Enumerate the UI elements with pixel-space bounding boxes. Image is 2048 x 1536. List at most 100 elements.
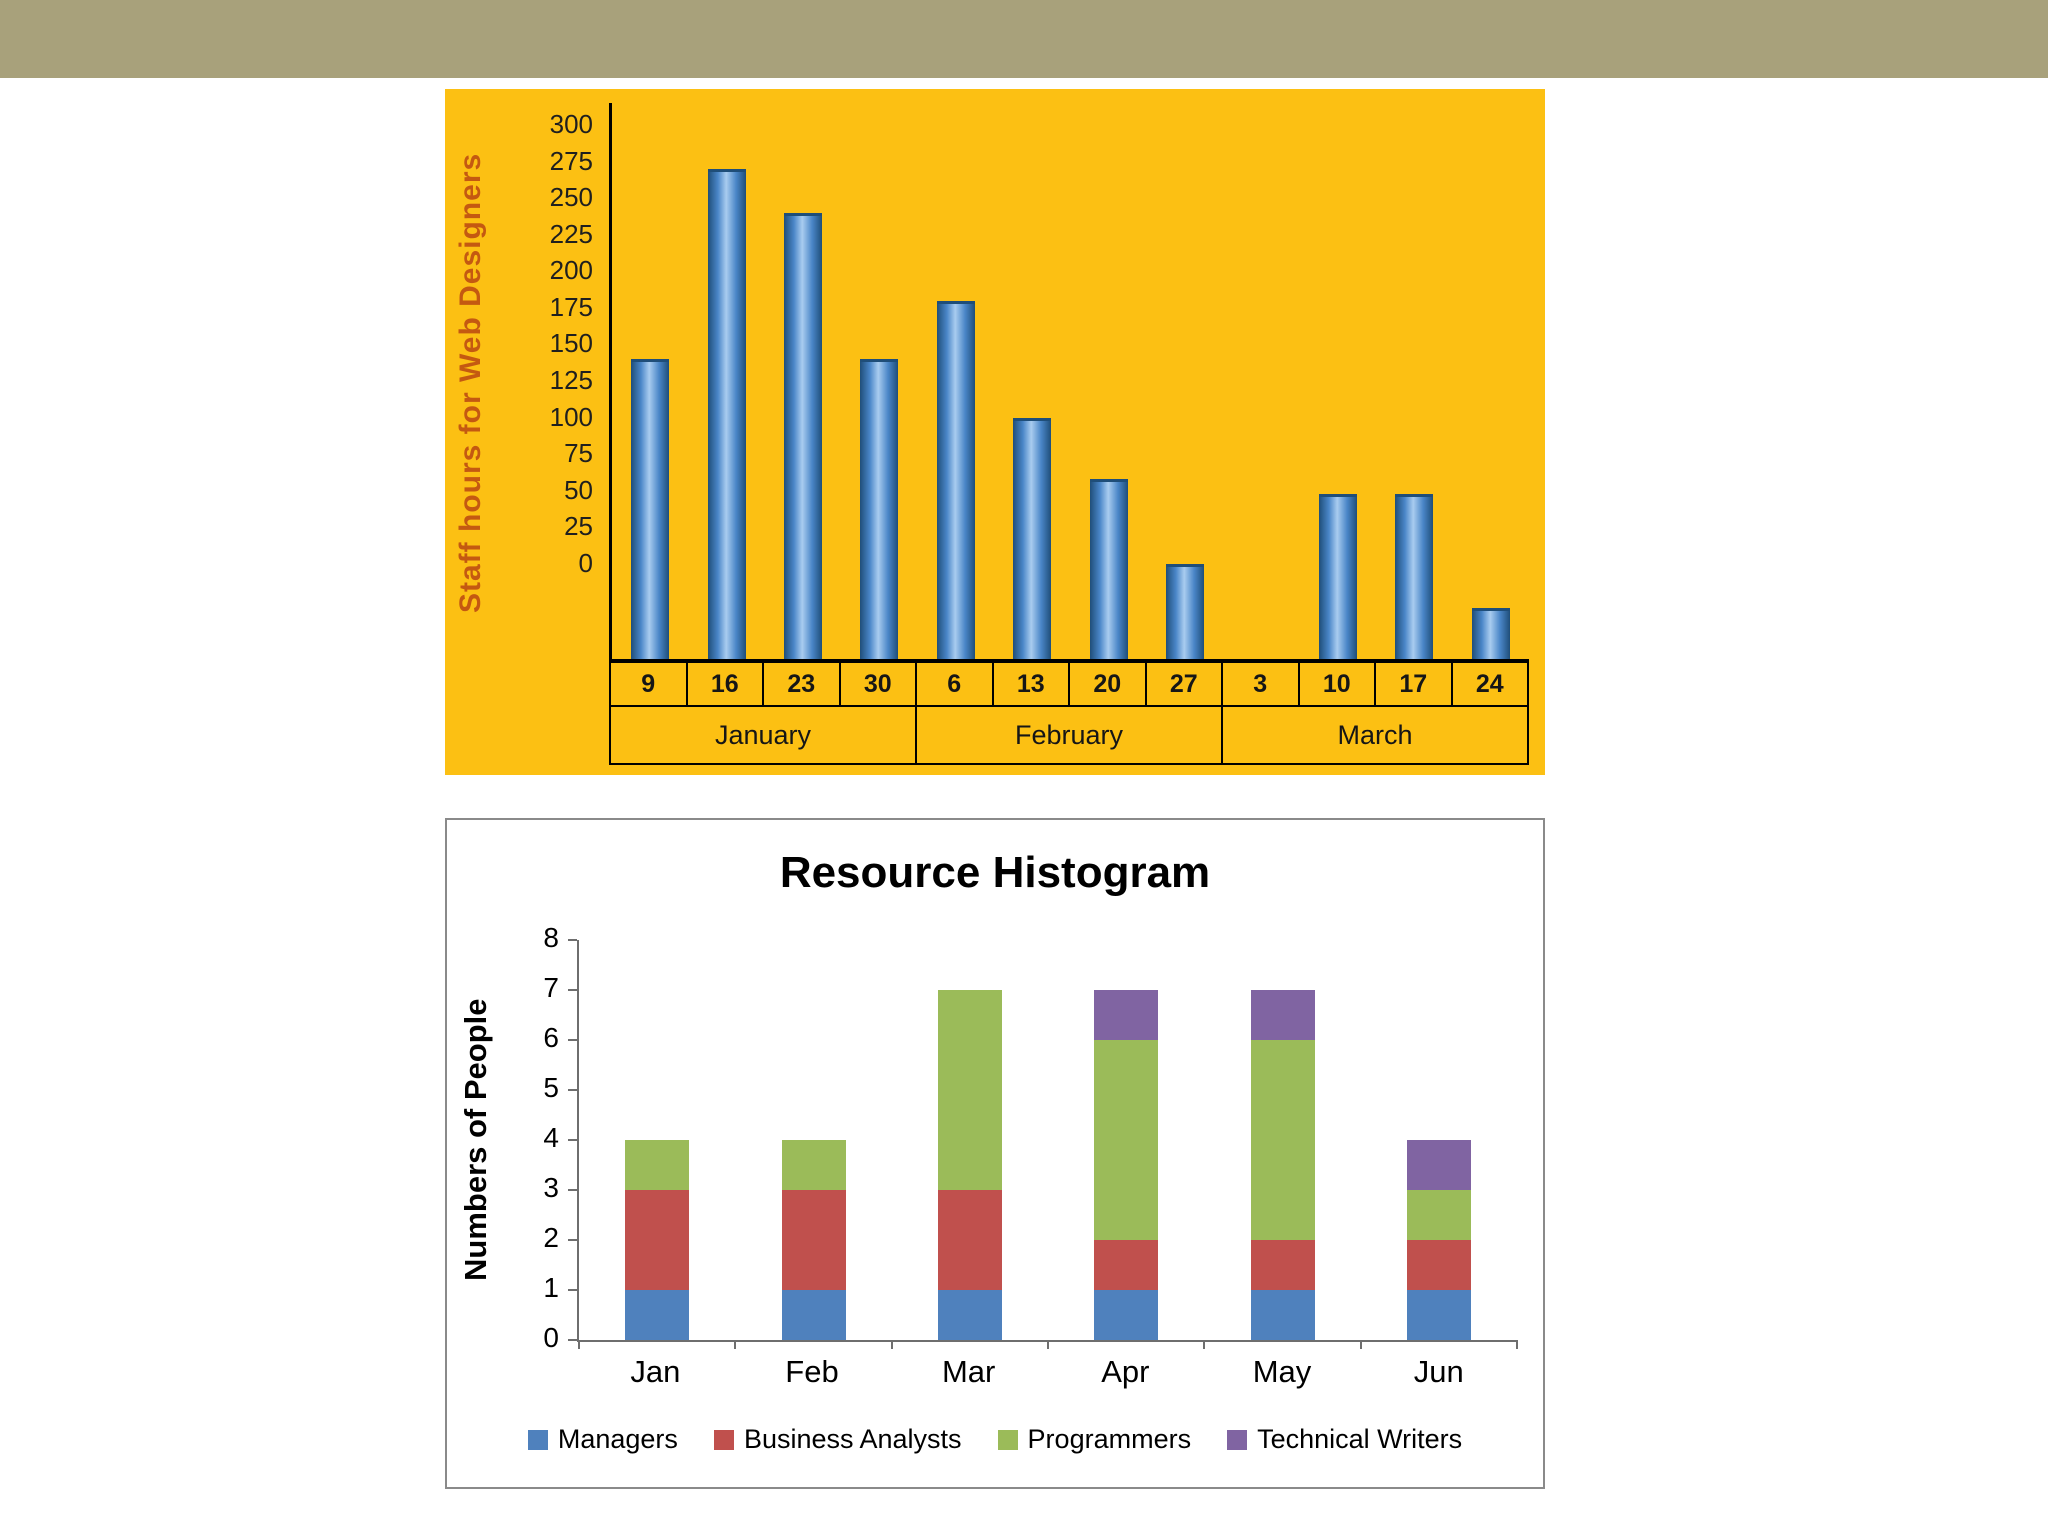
resource-histogram-chart: Resource Histogram Numbers of People 8 7 6…	[445, 818, 1545, 1489]
y-axis-ticks: 8 7 6 5 4 3 2 1 0	[505, 922, 577, 1353]
y-tick-label: 50	[564, 474, 593, 505]
legend-label: Business Analysts	[743, 1424, 962, 1454]
stacked-bar-segment	[1250, 1040, 1315, 1240]
x-tick-mark	[1516, 1340, 1518, 1349]
y-tick-label: 1	[543, 1272, 559, 1303]
x-tick-mark	[734, 1340, 737, 1349]
legend-swatch	[713, 1429, 734, 1450]
y-tick-label: 225	[549, 218, 593, 249]
staff-hours-plot-row: Staff hours for Web Designers 300 275 250 2…	[445, 103, 1545, 663]
y-tick-label: 3	[543, 1172, 559, 1203]
y-tick-mark	[568, 1189, 577, 1191]
bar-23	[784, 212, 823, 659]
date-cell: 6	[917, 663, 994, 705]
bar-16	[707, 168, 746, 659]
bar-24	[1471, 607, 1510, 659]
y-tick-label: 5	[543, 1072, 559, 1103]
date-cell: 24	[1475, 669, 1504, 698]
x-tick-mark	[890, 1340, 893, 1349]
legend-swatch	[997, 1429, 1018, 1450]
x-tick-mark	[578, 1340, 580, 1349]
x-tick-label: Jan	[630, 1354, 681, 1389]
slide-content: Staff hours for Web Designers 300 275 250 2…	[445, 89, 1545, 1489]
x-tick-mark	[1047, 1340, 1049, 1349]
legend: Managers Business Analysts Programmers Tech…	[447, 1424, 1543, 1455]
stacked-bar-segment	[937, 990, 1002, 1190]
stacked-bar-segment	[1406, 1140, 1471, 1190]
y-tick-mark	[568, 1339, 577, 1341]
y-axis-label: Staff hours for Web Designers	[454, 152, 487, 614]
legend-swatch	[1227, 1429, 1248, 1450]
stacked-bar-segment	[1094, 990, 1159, 1040]
y-tick-label: 6	[543, 1022, 559, 1053]
month-cell: March	[1337, 719, 1413, 750]
stacked-bar-segment	[625, 1290, 690, 1340]
date-cell: 30	[841, 663, 917, 705]
y-tick-label: 0	[543, 1322, 559, 1353]
date-cell: 10	[1300, 663, 1376, 705]
y-tick-mark	[568, 1139, 577, 1141]
stacked-bar-segment	[781, 1290, 846, 1340]
bar-6	[936, 300, 975, 659]
legend-item: Programmers	[997, 1424, 1192, 1455]
top-banner	[0, 0, 2048, 78]
y-axis-ticks: 300 275 250 225 200 175 150 125 100 75 50 25 0	[497, 103, 609, 663]
bar-9	[631, 359, 670, 659]
month-cell: January	[611, 707, 917, 763]
y-tick-label: 2	[543, 1222, 559, 1253]
y-tick-label: 250	[549, 182, 593, 213]
y-tick-label: 150	[549, 328, 593, 359]
y-tick-label: 7	[543, 972, 559, 1003]
x-tick-label: Apr	[1101, 1354, 1150, 1389]
y-tick-label: 4	[543, 1122, 559, 1153]
legend-swatch	[527, 1429, 548, 1450]
stacked-bar-segment	[781, 1190, 846, 1290]
bar-27	[1166, 563, 1205, 659]
y-tick-label: 175	[549, 291, 593, 322]
y-tick-label: 125	[549, 365, 593, 395]
bar-17	[1395, 493, 1434, 659]
legend-label: Managers	[557, 1424, 678, 1454]
y-tick-label: 25	[564, 511, 593, 542]
y-tick-label: 300	[549, 108, 593, 139]
date-cell: 13	[994, 663, 1070, 705]
y-tick-label: 275	[549, 145, 593, 176]
x-tick-label: May	[1252, 1354, 1312, 1389]
bar-10	[1318, 493, 1357, 659]
legend-label: Programmers	[1027, 1424, 1192, 1454]
month-axis-row: January February March	[609, 707, 1529, 765]
y-tick-label: 0	[578, 547, 593, 578]
legend-item: Managers	[527, 1424, 678, 1455]
y-axis-label: Numbers of People	[458, 998, 493, 1282]
date-cell: 20	[1070, 663, 1147, 705]
date-axis-row: 9 16 23 30 6 13 20 27 3 10 17 24	[609, 663, 1529, 707]
stacked-bar-segment	[1094, 1040, 1159, 1240]
date-cell: 17	[1376, 663, 1453, 705]
x-axis-labels: Jan Feb Mar Apr May Jun	[577, 1354, 1517, 1390]
stacked-bar-segment	[1406, 1290, 1471, 1340]
bar-30	[860, 359, 899, 659]
month-cell: February	[917, 707, 1223, 763]
stacked-bar-segment	[781, 1140, 846, 1190]
staff-hours-chart: Staff hours for Web Designers 300 275 250 2…	[445, 89, 1545, 775]
y-tick-mark	[568, 1039, 577, 1041]
y-tick-mark	[568, 1089, 577, 1091]
resource-histogram-body: Numbers of People 8 7 6 5 4 3 2 1 0 Jan Feb Mar Apr…	[447, 922, 1543, 1390]
chart-title: Resource Histogram	[779, 848, 1211, 897]
legend-label: Technical Writers	[1257, 1424, 1463, 1454]
stacked-bar-segment	[1250, 1290, 1315, 1340]
plot-wrapper: Jan Feb Mar Apr May Jun	[568, 939, 1518, 1390]
legend-item: Business Analysts	[713, 1424, 962, 1455]
x-tick-label: Feb	[785, 1354, 839, 1389]
y-tick-label: 200	[549, 255, 593, 286]
x-tick-label: Mar	[941, 1354, 996, 1389]
stacked-bar-segment	[937, 1290, 1002, 1340]
y-tick-mark	[568, 1239, 577, 1241]
y-tick-label: 75	[564, 438, 593, 469]
stacked-bar-segment	[1250, 990, 1315, 1040]
bar-20	[1089, 479, 1128, 659]
stacked-bar-segment	[625, 1140, 690, 1190]
y-tick-mark	[568, 939, 577, 941]
plot-area	[568, 939, 1518, 1349]
date-cell: 3	[1223, 663, 1300, 705]
